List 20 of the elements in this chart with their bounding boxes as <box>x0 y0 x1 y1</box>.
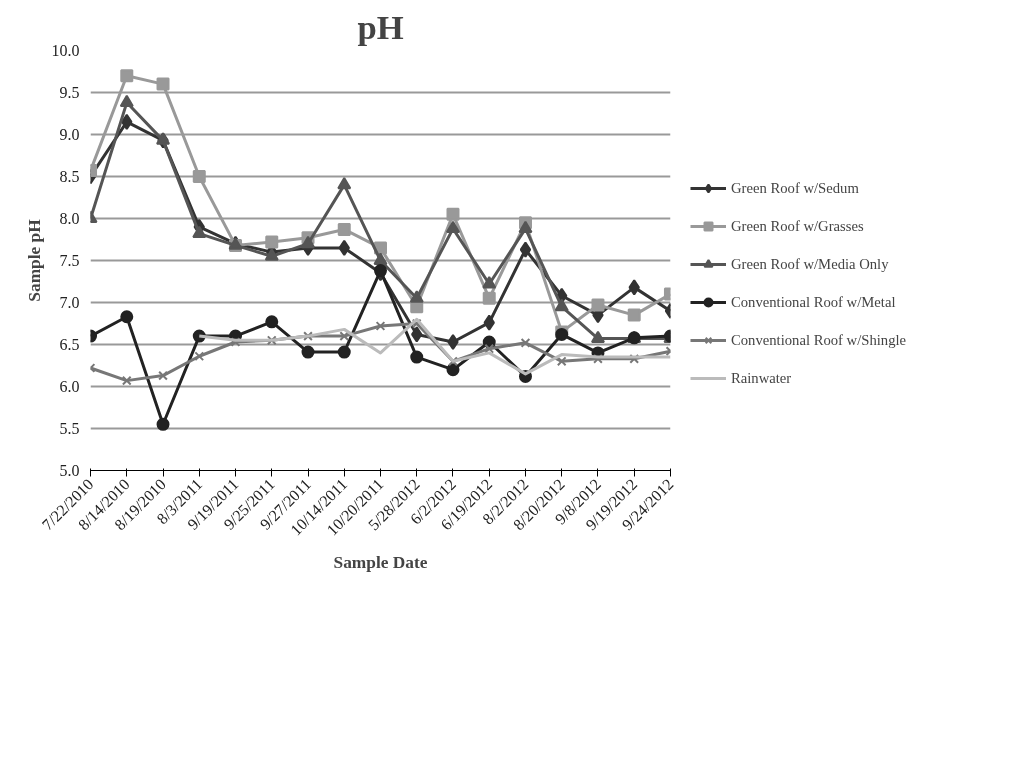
y-tick-label: 5.5 <box>59 420 80 437</box>
x-axis-title: Sample Date <box>333 552 428 572</box>
legend-label: Green Roof w/Grasses <box>731 217 864 235</box>
y-tick-label: 9.0 <box>59 126 80 143</box>
y-tick-label: 6.0 <box>59 378 80 395</box>
y-axis-title: Sample pH <box>24 218 44 302</box>
legend-label: Green Roof w/Sedum <box>731 179 859 197</box>
y-tick-label: 7.5 <box>59 252 80 269</box>
chart-title: pH <box>357 7 404 46</box>
y-tick-label: 9.5 <box>59 84 80 101</box>
y-tick-label: 7.0 <box>59 294 80 311</box>
legend-label: Conventional Roof w/Metal <box>731 293 896 311</box>
y-tick-label: 5.0 <box>59 462 80 479</box>
legend-label: Rainwater <box>731 369 793 387</box>
y-tick-label: 8.5 <box>59 168 80 185</box>
legend-label: Green Roof w/Media Only <box>731 255 889 273</box>
legend-label: Conventional Roof w/Shingle <box>731 331 907 349</box>
y-tick-label: 6.5 <box>59 336 80 353</box>
y-tick-label: 8.0 <box>59 210 80 227</box>
y-tick-label: 10.0 <box>51 42 80 59</box>
